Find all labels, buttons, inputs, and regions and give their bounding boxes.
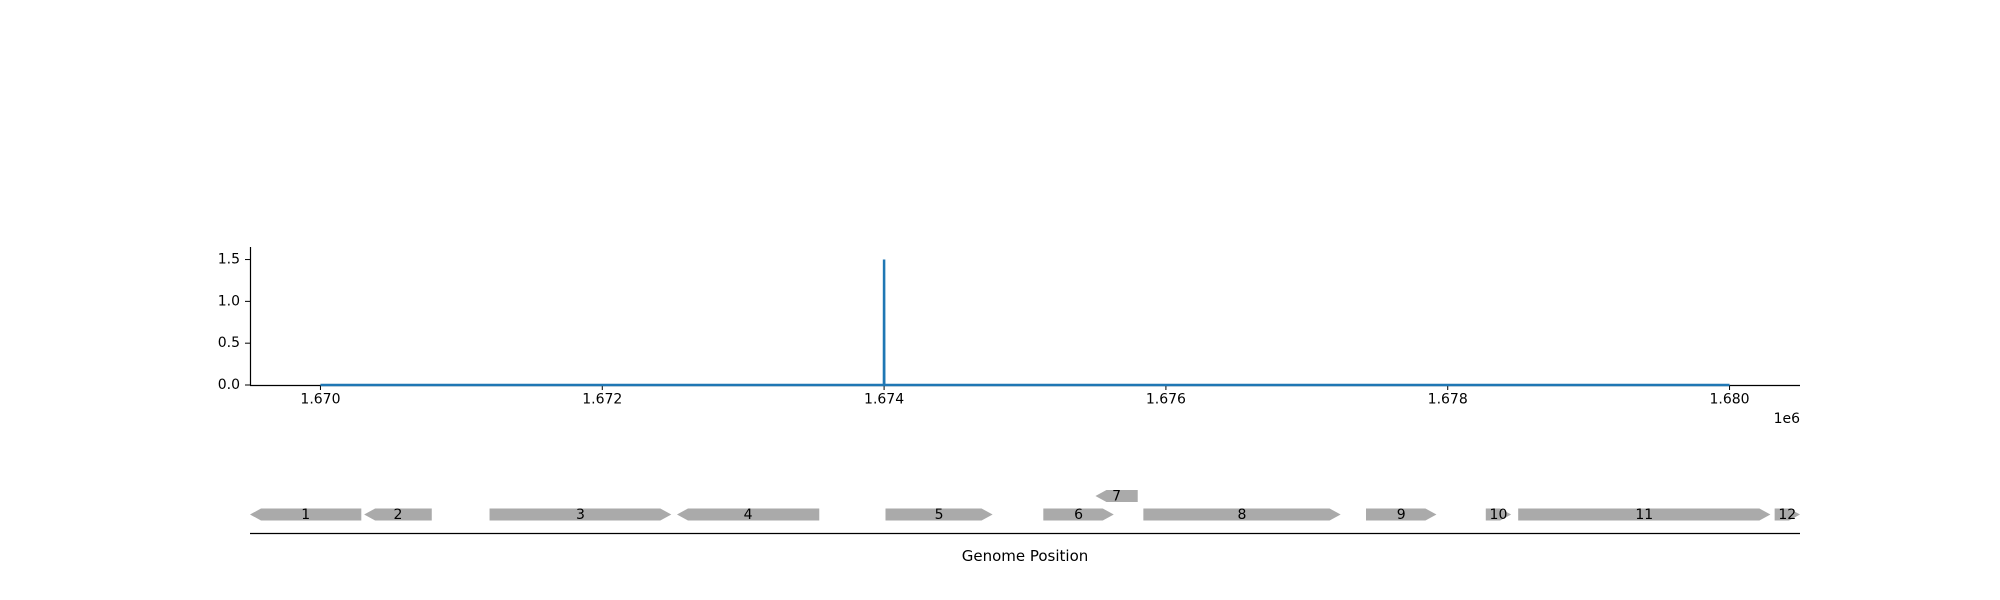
x-axis-label: Genome Position xyxy=(962,547,1089,565)
gene-label: 5 xyxy=(935,507,944,523)
gene-arrow xyxy=(1774,508,1800,521)
gene-arrow xyxy=(1095,490,1138,502)
gene-label: 3 xyxy=(576,507,585,523)
x-tick-label: 1.670 xyxy=(300,392,340,408)
x-tick-label: 1.678 xyxy=(1428,392,1468,408)
gene-label: 7 xyxy=(1112,489,1121,505)
gene-label: 6 xyxy=(1074,507,1083,523)
gene-label: 1 xyxy=(301,507,310,523)
gene-arrow xyxy=(1043,508,1114,521)
x-tick-label: 1.680 xyxy=(1709,392,1749,408)
coverage-plot: 0.00.51.01.5 1.670 1.672 1.674 1.676 1.678 1.… xyxy=(218,247,1800,427)
gene-label: 11 xyxy=(1635,507,1653,523)
gene-arrow xyxy=(250,508,362,521)
gene-arrow xyxy=(1143,508,1341,521)
x-offset-label: 1e6 xyxy=(1774,411,1801,427)
gene-arrow xyxy=(676,508,820,521)
x-tick-label: 1.674 xyxy=(864,392,904,408)
gene-arrow xyxy=(1485,508,1512,521)
gene-label: 8 xyxy=(1238,507,1247,523)
x-tick-label: 1.676 xyxy=(1146,392,1186,408)
gene-label: 10 xyxy=(1490,507,1508,523)
gene-arrow xyxy=(1518,508,1771,521)
gene-map: 1 2 3 4 5 678 9 10 11 12 Genome Position xyxy=(250,489,1800,565)
y-tick-label: 1.0 xyxy=(218,293,240,309)
gene-label: 2 xyxy=(393,507,402,523)
series-group xyxy=(320,259,1730,387)
y-ticks: 0.0 0.5 1.0 1.5 xyxy=(218,252,250,393)
gene-label: 4 xyxy=(744,507,753,523)
gene-arrow xyxy=(364,508,432,521)
genes-group: 1 2 3 4 5 678 9 10 11 12 xyxy=(250,489,1800,523)
gene-arrow xyxy=(1366,508,1437,521)
y-tick-label: 0.0 xyxy=(218,377,240,393)
y-tick-label: 0.5 xyxy=(218,335,240,351)
gene-arrow xyxy=(489,508,672,521)
gene-arrow xyxy=(885,508,993,521)
x-ticks: 1.670 1.672 1.674 1.676 1.678 1.680 xyxy=(300,385,1750,408)
gene-label: 9 xyxy=(1397,507,1406,523)
coverage-line xyxy=(320,259,1730,387)
x-tick-label: 1.672 xyxy=(582,392,622,408)
gene-label: 12 xyxy=(1778,507,1796,523)
y-tick-label: 1.5 xyxy=(218,252,240,268)
